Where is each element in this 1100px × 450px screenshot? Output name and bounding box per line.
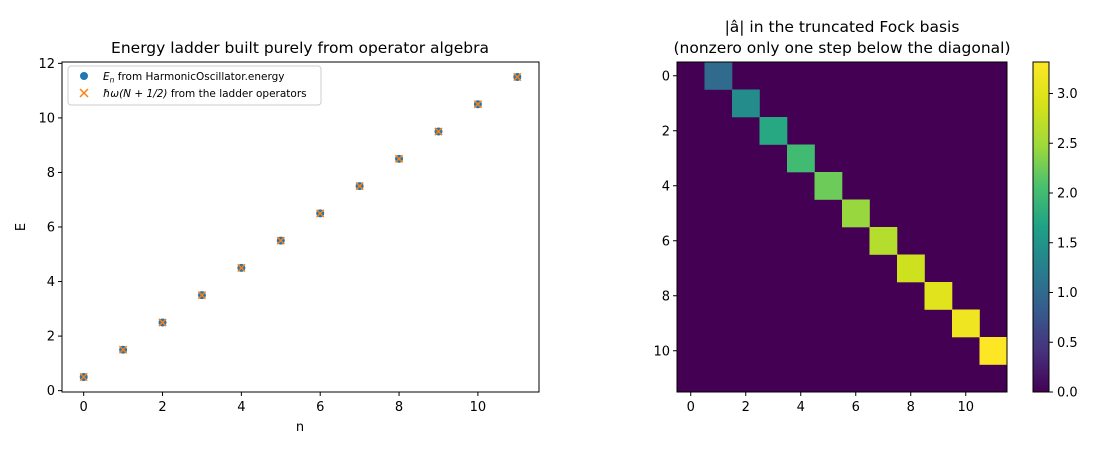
scatter-x-ticks: 0 2 4 6 8 10 bbox=[80, 392, 487, 415]
scatter-marks bbox=[79, 72, 522, 382]
legend-label-energy-text: from HarmonicOscillator.energy bbox=[114, 71, 284, 83]
scatter-y-tick-label: 12 bbox=[38, 57, 55, 72]
heatmap-x-tick-label: 10 bbox=[957, 400, 974, 415]
legend-box bbox=[67, 65, 322, 106]
heatmap-y-ticks: 0 2 4 6 8 10 bbox=[653, 69, 677, 359]
colorbar-tick-label: 2.0 bbox=[1057, 187, 1078, 202]
legend-label-energy-symbol: E bbox=[103, 71, 110, 83]
heatmap-y-tick-label: 10 bbox=[653, 344, 670, 359]
ladder-point bbox=[513, 72, 522, 82]
scatter-y-tick-label: 8 bbox=[47, 166, 55, 181]
colorbar-tick-label: 0.0 bbox=[1057, 386, 1078, 401]
colorbar-tick-label: 1.0 bbox=[1057, 286, 1078, 301]
legend-label-ladder-math: ħω(N + 1/2) bbox=[103, 88, 168, 100]
heatmap-x-tick-label: 6 bbox=[852, 400, 860, 415]
legend-label-energy-subscript: n bbox=[110, 76, 115, 85]
heatmap-title-line1: |â| in the truncated Fock basis bbox=[725, 18, 960, 36]
heatmap-y-tick-label: 4 bbox=[662, 179, 670, 194]
scatter-panel: Energy ladder built purely from operator… bbox=[14, 39, 540, 435]
heatmap-cell bbox=[897, 254, 925, 283]
legend-marker-x bbox=[79, 88, 89, 98]
heatmap-panel: |â| in the truncated Fock basis (nonzero… bbox=[653, 18, 1077, 415]
heatmap-x-ticks: 0 2 4 6 8 10 bbox=[687, 392, 974, 415]
scatter-x-tick-label: 2 bbox=[158, 400, 166, 415]
heatmap-y-tick-label: 2 bbox=[662, 124, 670, 139]
scatter-x-tick-label: 4 bbox=[237, 400, 245, 415]
legend-label-energy: En from HarmonicOscillator.energy bbox=[103, 71, 285, 85]
scatter-y-tick-label: 6 bbox=[47, 221, 55, 236]
colorbar-tick-label: 3.0 bbox=[1057, 87, 1078, 102]
heatmap-cells bbox=[677, 62, 1008, 392]
colorbar-tick-label: 1.5 bbox=[1057, 236, 1078, 251]
ladder-point bbox=[276, 236, 285, 245]
scatter-x-label: n bbox=[296, 420, 304, 435]
legend-label-ladder-text: from the ladder operators bbox=[168, 88, 307, 100]
heatmap-title-line2: (nonzero only one step below the diagona… bbox=[673, 39, 1010, 57]
scatter-y-tick-label: 2 bbox=[47, 330, 55, 345]
heatmap-x-tick-label: 2 bbox=[742, 400, 750, 415]
colorbar bbox=[1033, 62, 1049, 392]
scatter-y-tick-label: 0 bbox=[47, 384, 55, 399]
heatmap-cell bbox=[924, 282, 953, 310]
heatmap-x-tick-label: 0 bbox=[687, 400, 695, 415]
heatmap-cell bbox=[787, 144, 815, 173]
heatmap-cell bbox=[704, 62, 733, 90]
scatter-x-tick-label: 0 bbox=[80, 400, 88, 415]
scatter-y-tick-label: 10 bbox=[38, 111, 55, 126]
scatter-x-tick-label: 10 bbox=[470, 400, 487, 415]
colorbar-frame bbox=[1032, 61, 1050, 393]
heatmap-cell bbox=[814, 172, 843, 200]
scatter-title: Energy ladder built purely from operator… bbox=[111, 39, 489, 57]
heatmap-x-tick-label: 8 bbox=[907, 400, 915, 415]
heatmap-cell bbox=[842, 199, 870, 228]
ladder-point bbox=[394, 154, 404, 163]
heatmap-y-tick-label: 8 bbox=[662, 289, 670, 304]
heatmap-cell bbox=[979, 337, 1008, 365]
scatter-y-tick-label: 4 bbox=[47, 275, 55, 290]
heatmap-cell bbox=[732, 89, 760, 118]
ladder-point bbox=[355, 181, 364, 191]
scatter-y-label: E bbox=[14, 223, 29, 231]
ladder-point bbox=[118, 345, 128, 354]
ladder-point bbox=[316, 209, 325, 218]
heatmap-cell bbox=[869, 227, 898, 255]
scatter-y-ticks: 0 2 4 6 8 10 12 bbox=[38, 57, 62, 399]
scatter-x-tick-label: 6 bbox=[316, 400, 324, 415]
legend-marker-circle bbox=[80, 72, 88, 80]
ladder-point bbox=[237, 263, 246, 273]
legend: En from HarmonicOscillator.energy ħω(N +… bbox=[67, 65, 322, 106]
colorbar-ticks: 0.0 0.5 1.0 1.5 2.0 2.5 3.0 bbox=[1049, 87, 1078, 401]
heatmap-y-tick-label: 6 bbox=[662, 234, 670, 249]
ladder-point bbox=[434, 127, 443, 136]
heatmap-x-tick-label: 4 bbox=[797, 400, 805, 415]
legend-label-ladder: ħω(N + 1/2) from the ladder operators bbox=[103, 88, 307, 100]
colorbar-tick-label: 2.5 bbox=[1057, 137, 1078, 152]
heatmap-cell bbox=[759, 117, 788, 145]
scatter-plot-area bbox=[62, 62, 539, 392]
ladder-point bbox=[197, 291, 207, 300]
ladder-point bbox=[473, 100, 483, 109]
heatmap-y-tick-label: 0 bbox=[662, 69, 670, 84]
colorbar-tick-label: 0.5 bbox=[1057, 336, 1078, 351]
scatter-x-tick-label: 8 bbox=[395, 400, 403, 415]
ladder-point bbox=[158, 318, 167, 327]
heatmap-cell bbox=[952, 309, 980, 338]
ladder-point bbox=[79, 372, 88, 382]
heatmap-axes-frame bbox=[676, 61, 1008, 393]
